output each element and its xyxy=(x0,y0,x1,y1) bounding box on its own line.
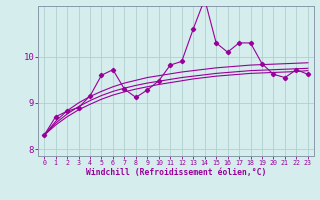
X-axis label: Windchill (Refroidissement éolien,°C): Windchill (Refroidissement éolien,°C) xyxy=(86,168,266,177)
